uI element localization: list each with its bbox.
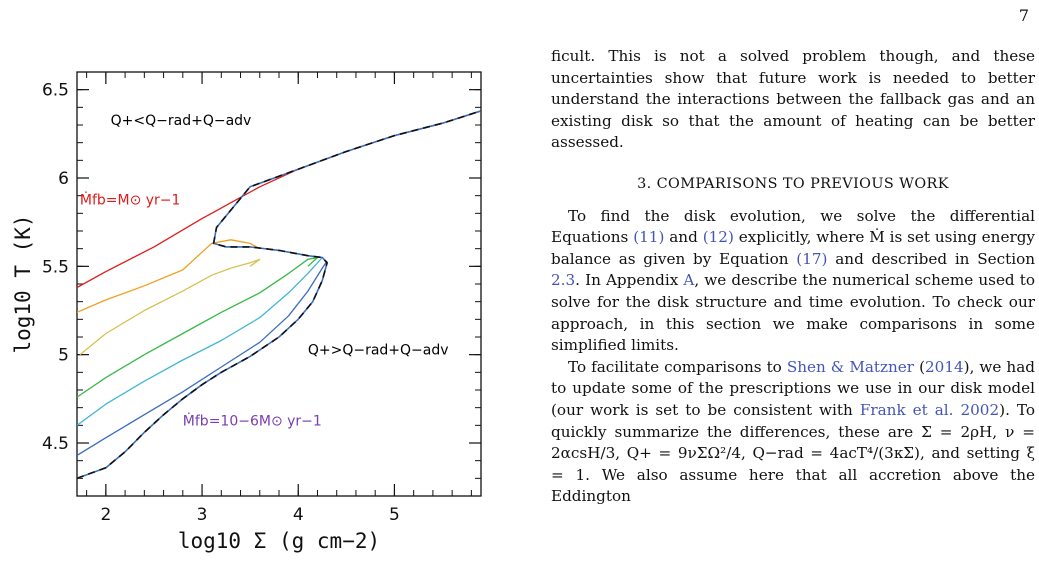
ref-appendix-a[interactable]: A [683, 271, 695, 290]
ref-section-2-3[interactable]: 2.3 [551, 271, 576, 290]
page-number: 7 [1018, 6, 1029, 25]
annotation-1: Q+>Q−rad+Q−adv [308, 343, 449, 359]
series-line-1 [77, 239, 261, 313]
y-tick-label: 6 [58, 169, 69, 189]
x-tick-label: 5 [389, 505, 400, 525]
series-line-4 [77, 257, 323, 426]
x-tick-label: 3 [197, 505, 208, 525]
series-line-5 [77, 260, 328, 456]
annotation-0: Q+<Q−rad+Q−adv [111, 113, 252, 129]
text-run: explicitly, where Ṁ is set using energy … [551, 228, 1036, 268]
text-run: To find the disk evolution, we solve the… [551, 206, 1035, 247]
chart: 2 3 4 5 4.5 5 5.5 6 6.5 Q+<Q−rad+Q−adv Q+>Q−rad+Q−… [11, 71, 482, 553]
paragraph-continued: ficult. This is not a solved problem tho… [551, 47, 1035, 152]
series-line-3 [77, 256, 319, 398]
ref-shen-matzner[interactable]: Shen & Matzner [786, 357, 915, 376]
y-tick-label: 5.5 [42, 257, 69, 277]
text-run: ). To quickly summarize the differences,… [551, 400, 1035, 506]
text-run: and [664, 228, 703, 247]
ref-equation-12[interactable]: (12) [702, 228, 734, 247]
ref-equation-17[interactable]: (17) [796, 249, 828, 268]
series-line-6 [77, 110, 481, 480]
y-tick-label: 6.5 [42, 81, 69, 101]
x-axis-title: log10 Σ (g cm−2) [178, 529, 380, 553]
section-heading: 3. COMPARISONS TO PREVIOUS WORK [637, 175, 949, 192]
y-tick-label: 4.5 [42, 434, 69, 454]
x-tick-label: 2 [100, 505, 111, 525]
text-run: To facilitate comparisons to [568, 357, 787, 376]
paragraph-comparisons: To facilitate comparisons to Shen & Matz… [551, 357, 1035, 508]
annotation-2: Ṁfb=M⊙ yr−1 [80, 191, 181, 209]
annotation-3: Ṁfb=10−6M⊙ yr−1 [183, 411, 322, 429]
text-run: . In Appendix [575, 271, 684, 290]
plot-frame [76, 71, 482, 497]
series-line-2 [79, 258, 261, 356]
paragraph-disk-evolution: To find the disk evolution, we solve the… [551, 206, 1035, 357]
text-run: and described in Section [827, 249, 1035, 268]
text-column: ficult. This is not a solved problem tho… [551, 46, 1035, 508]
y-tick-label: 5 [58, 346, 69, 366]
text-run: ), we had to update some of the prescrip… [551, 357, 1035, 419]
text-run: , we describe the numerical scheme used … [551, 271, 1035, 355]
x-tick-label: 4 [293, 505, 304, 525]
ref-equation-11[interactable]: (11) [633, 228, 665, 247]
figure: 2 3 4 5 4.5 5 5.5 6 6.5 Q+<Q−rad+Q−adv Q+>Q−rad+Q−… [0, 0, 510, 563]
y-axis-title: log10 T (K) [11, 214, 35, 353]
ref-frank-2002[interactable]: Frank et al. 2002 [859, 400, 1000, 419]
text-run: ( [914, 357, 925, 376]
ref-shen-matzner-year[interactable]: 2014 [925, 357, 964, 376]
